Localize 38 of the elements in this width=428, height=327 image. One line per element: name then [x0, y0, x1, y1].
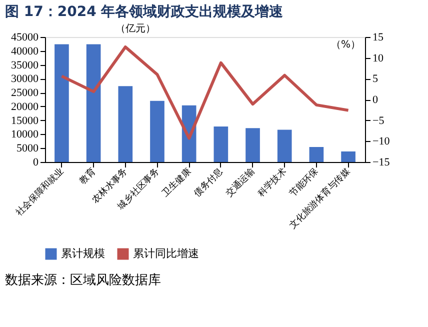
y2-tick-label: −10: [372, 136, 390, 148]
y-tick-label: 45000: [11, 32, 39, 44]
y2-tick-label: −15: [372, 156, 390, 168]
y-tick-label: 15000: [11, 114, 39, 127]
bar: [86, 44, 101, 162]
y-tick-label: 10000: [11, 128, 39, 141]
y-axis-title: （亿元）: [116, 24, 156, 34]
y-tick-label: 30000: [11, 73, 39, 86]
y-tick-label: 35000: [11, 59, 39, 72]
x-tick-label: 债务付息: [192, 166, 226, 200]
y-tick-label: 20000: [11, 100, 39, 113]
x-tick-label: 教育: [77, 166, 98, 186]
legend-label: 累计同比增速: [133, 247, 199, 260]
y2-tick-label: −5: [372, 114, 385, 127]
x-tick-label: 交通运输: [224, 166, 258, 200]
bar: [246, 128, 260, 162]
legend-label: 累计规模: [61, 247, 105, 260]
bar: [118, 86, 133, 162]
bar: [150, 100, 164, 162]
source-note: 数据来源：区域风险数据库: [5, 273, 161, 288]
y2-tick-label: 5: [372, 73, 378, 86]
bar: [309, 147, 324, 162]
y2-tick-label: 10: [372, 52, 384, 64]
bar: [214, 126, 228, 162]
x-tick-label: 卫生健康: [160, 166, 194, 200]
bar: [277, 130, 292, 162]
bar: [341, 151, 356, 162]
y2-axis-title: （%）: [330, 40, 360, 50]
y-tick-label: 0: [33, 156, 39, 168]
y2-tick-label: 0: [372, 94, 378, 106]
bar: [54, 44, 69, 162]
x-tick-label: 社会保障和就业: [14, 166, 66, 218]
x-tick-label: 科学技术: [256, 166, 289, 200]
y-tick-label: 25000: [11, 87, 39, 100]
y-tick-label: 5000: [16, 142, 39, 155]
y2-tick-label: 15: [372, 32, 384, 44]
chart-title: 图 17：2024 年各领域财政支出规模及增速: [5, 4, 284, 20]
y-tick-label: 40000: [11, 45, 39, 58]
